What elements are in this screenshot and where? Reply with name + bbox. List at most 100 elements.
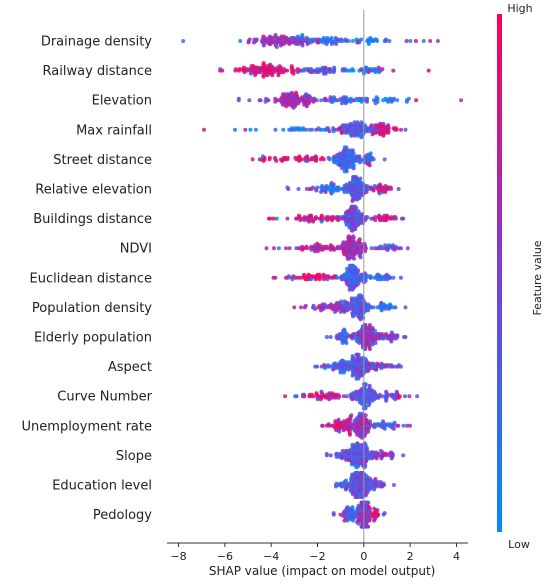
shap-dot xyxy=(309,67,314,72)
shap-dot xyxy=(347,287,352,292)
shap-dot xyxy=(376,395,381,400)
shap-dot xyxy=(370,326,375,330)
shap-dot xyxy=(365,99,369,104)
shap-dot xyxy=(285,216,290,221)
shap-dot xyxy=(303,155,308,160)
shap-dot xyxy=(336,215,341,220)
shap-dot xyxy=(272,155,277,160)
shap-dot xyxy=(334,42,339,46)
shap-dot xyxy=(319,127,324,132)
shap-dot xyxy=(359,67,364,72)
shap-dot xyxy=(378,182,383,187)
shap-dot xyxy=(324,335,329,339)
shap-dot xyxy=(271,40,276,45)
shap-dot xyxy=(349,306,354,311)
shap-dot xyxy=(271,216,276,221)
shap-dot xyxy=(234,67,238,72)
shap-dot xyxy=(357,341,362,345)
shap-dot xyxy=(359,445,364,450)
shap-dot xyxy=(242,70,247,75)
shap-dot xyxy=(299,68,304,73)
shap-dot xyxy=(413,39,418,43)
shap-dot xyxy=(380,67,385,72)
shap-dot xyxy=(321,36,326,40)
shap-dot xyxy=(350,67,355,72)
shap-dot xyxy=(323,71,328,76)
shap-dot xyxy=(300,247,305,252)
shap-dot xyxy=(394,333,399,338)
shap-dot xyxy=(356,503,361,508)
shap-dot xyxy=(351,234,356,239)
shap-dot xyxy=(350,397,355,402)
shap-dot xyxy=(365,184,370,188)
shap-dot xyxy=(332,154,337,159)
shap-dot xyxy=(379,244,384,249)
shap-dot xyxy=(307,392,312,397)
shap-dot xyxy=(383,306,388,311)
shap-dot xyxy=(331,511,336,516)
shap-dot xyxy=(337,363,342,368)
shap-dot xyxy=(350,199,355,203)
shap-dot xyxy=(398,364,403,369)
shap-dot xyxy=(380,425,385,430)
shap-dot xyxy=(353,429,358,434)
shap-dot xyxy=(337,366,341,371)
shap-dot xyxy=(327,129,332,134)
shap-dot xyxy=(335,392,340,397)
shap-dot xyxy=(309,277,313,282)
shap-dot xyxy=(384,332,388,336)
shap-dot xyxy=(287,246,292,251)
shap-dot xyxy=(337,429,342,434)
shap-dot xyxy=(357,123,362,128)
shap-dot xyxy=(350,39,355,43)
shap-dot xyxy=(396,395,401,400)
feature-label: Elderly population xyxy=(34,331,152,346)
shap-dot xyxy=(319,213,324,218)
shap-dot xyxy=(257,98,262,103)
shap-dot xyxy=(345,209,350,214)
shap-dot xyxy=(274,158,279,163)
shap-dot xyxy=(327,70,332,75)
shap-dot xyxy=(253,73,258,78)
shap-dot xyxy=(392,96,397,101)
shap-dot xyxy=(247,98,252,103)
shap-dot xyxy=(375,422,380,427)
shap-dot xyxy=(321,272,326,277)
shap-dot xyxy=(309,213,314,218)
shap-dot xyxy=(350,442,355,447)
shap-dot xyxy=(333,188,338,193)
shap-dot xyxy=(362,465,367,470)
shap-dot xyxy=(354,471,359,475)
shap-dot xyxy=(353,372,358,377)
shap-dot xyxy=(392,420,397,425)
shap-dot xyxy=(320,247,325,252)
shap-dot xyxy=(387,451,392,456)
shap-dot xyxy=(202,127,206,132)
shap-dot xyxy=(342,308,347,313)
shap-dot xyxy=(339,130,344,135)
shap-dot xyxy=(314,391,319,396)
shap-dot xyxy=(380,484,385,489)
shap-dot xyxy=(366,37,371,42)
shap-dot xyxy=(414,98,419,103)
shap-dot xyxy=(358,329,363,333)
shap-dot xyxy=(345,484,350,489)
shap-dot xyxy=(306,218,311,223)
shap-dot xyxy=(372,184,377,188)
shap-dot xyxy=(360,386,365,391)
shap-dot xyxy=(347,225,352,230)
feature-row-dots xyxy=(292,293,408,322)
shap-dot xyxy=(354,495,359,499)
shap-dot xyxy=(306,272,311,277)
feature-label: Drainage density xyxy=(41,35,152,50)
shap-dot xyxy=(302,215,307,220)
feature-row-dots xyxy=(331,500,387,529)
shap-dot xyxy=(377,392,382,397)
shap-dot xyxy=(355,352,360,357)
colorbar: High Low Feature value xyxy=(497,2,544,551)
shap-dot xyxy=(346,39,351,43)
shap-dot xyxy=(389,215,394,220)
shap-dot xyxy=(349,361,353,366)
shap-dot xyxy=(373,218,378,223)
shap-dot xyxy=(356,521,361,526)
